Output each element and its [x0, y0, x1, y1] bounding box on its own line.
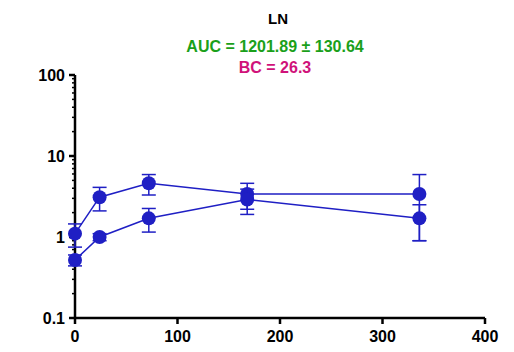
- point: [93, 230, 107, 244]
- y-tick-label: 1: [56, 229, 65, 246]
- y-minor-tick: [72, 159, 75, 161]
- y-minor-tick: [72, 173, 75, 175]
- plot-area: [68, 175, 426, 267]
- y-tick-label: 10: [47, 148, 65, 165]
- y-minor-tick: [72, 82, 75, 84]
- annotation: BC = 26.3: [239, 59, 312, 76]
- point: [412, 187, 426, 201]
- y-tick-label: 0.1: [43, 310, 65, 327]
- y-minor-tick: [72, 279, 75, 281]
- point: [68, 227, 82, 241]
- point: [142, 211, 156, 225]
- y-axis: [74, 75, 77, 318]
- error-bar: [142, 208, 156, 232]
- y-minor-tick: [72, 78, 75, 80]
- error-bar: [240, 183, 254, 209]
- x-tick-label: 400: [472, 328, 499, 345]
- error-bar: [240, 189, 254, 214]
- y-minor-tick: [72, 293, 75, 295]
- x-tick: [279, 318, 282, 324]
- y-minor-tick: [72, 249, 75, 251]
- x-tick-label: 0: [71, 328, 80, 345]
- x-tick-label: 200: [267, 328, 294, 345]
- point: [93, 190, 107, 204]
- y-tick: [69, 155, 75, 158]
- y-tick: [69, 74, 75, 77]
- x-tick-label: 300: [369, 328, 396, 345]
- y-tick-label: 100: [38, 67, 65, 84]
- y-minor-tick: [72, 180, 75, 182]
- point: [68, 253, 82, 267]
- x-tick: [176, 318, 179, 324]
- x-tick: [74, 318, 77, 324]
- error-bar: [142, 175, 156, 195]
- error-bar: [412, 205, 426, 241]
- y-minor-tick: [72, 87, 75, 89]
- y-minor-tick: [72, 212, 75, 214]
- chart: LN AUC = 1201.89 ± 130.64 BC = 26.3 0.1 1 10 1…: [0, 0, 514, 352]
- y-minor-tick: [72, 106, 75, 108]
- point: [142, 176, 156, 190]
- y-minor-tick: [72, 131, 75, 133]
- title: LN: [268, 10, 288, 27]
- x-tick: [381, 318, 384, 324]
- y-minor-tick: [72, 187, 75, 189]
- y-minor-tick: [72, 198, 75, 200]
- x-tick: [484, 318, 487, 324]
- y-minor-tick: [72, 99, 75, 101]
- y-minor-tick: [72, 168, 75, 170]
- y-minor-tick: [72, 92, 75, 94]
- error-bar: [68, 224, 82, 247]
- y-minor-tick: [72, 268, 75, 270]
- annotation: AUC = 1201.89 ± 130.64: [186, 38, 363, 55]
- y-minor-tick: [72, 117, 75, 119]
- error-bar: [93, 187, 107, 211]
- y-minor-tick: [72, 163, 75, 165]
- point: [240, 193, 254, 207]
- error-bar: [412, 175, 426, 241]
- x-tick-label: 100: [164, 328, 191, 345]
- point: [412, 211, 426, 225]
